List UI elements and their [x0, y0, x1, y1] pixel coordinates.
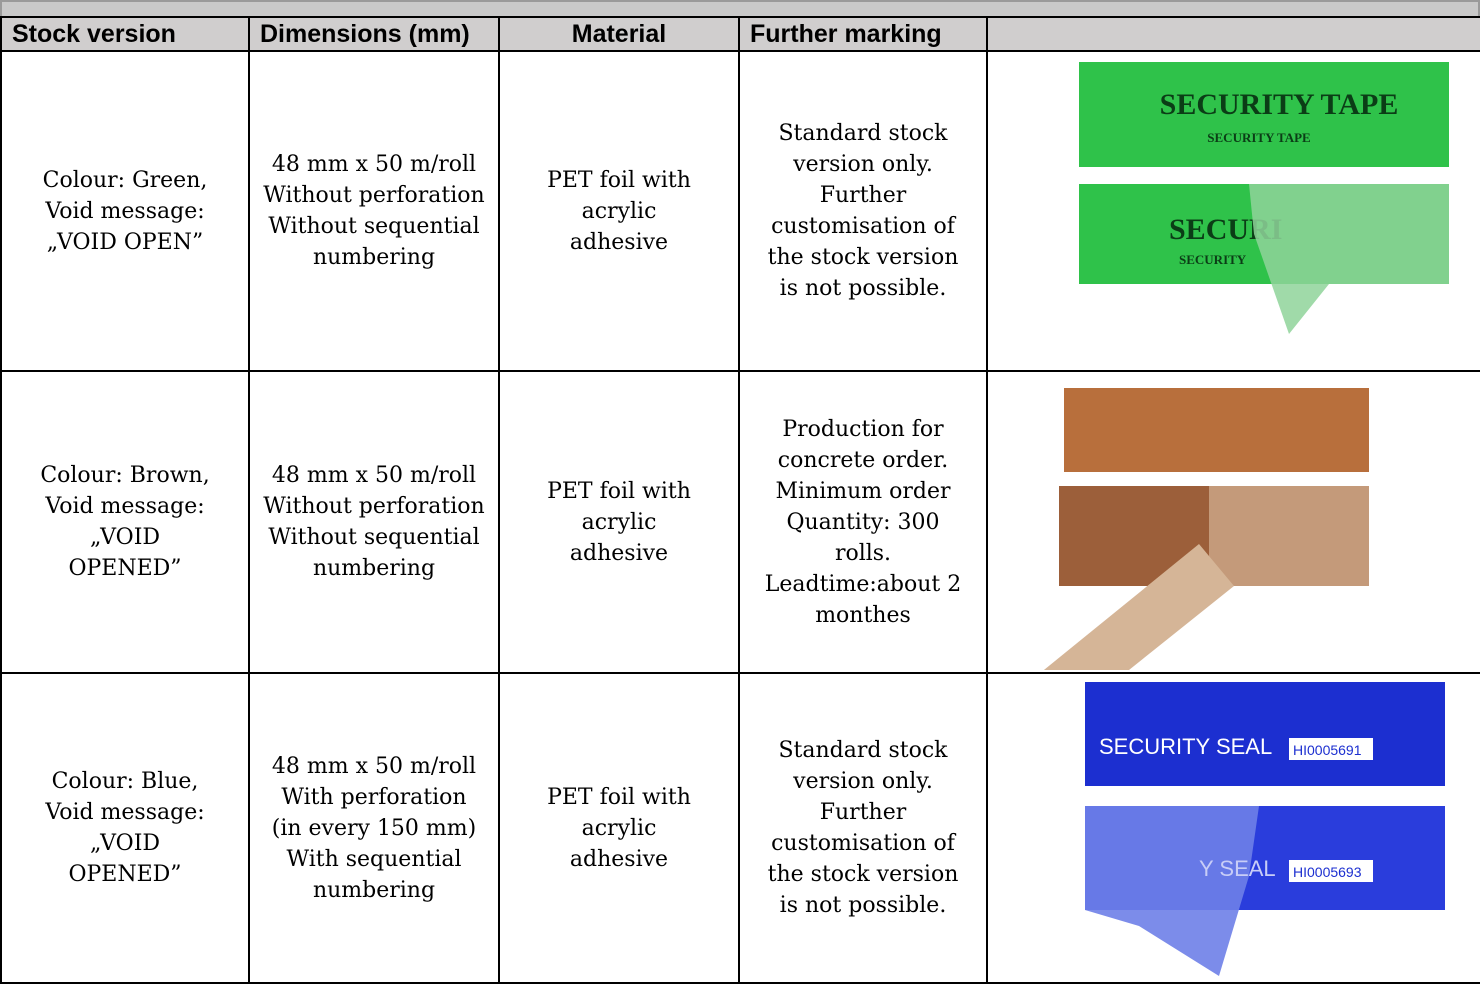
table-cell: Colour: Brown, Void message: „VOID OPENED”	[0, 370, 250, 674]
cell-line: the stock version	[767, 245, 959, 270]
cell-line: Without sequential	[268, 214, 480, 239]
cell-line: OPENED”	[68, 862, 182, 887]
column-header: Dimensions (mm)	[248, 16, 500, 52]
peeled-tape	[1085, 806, 1259, 976]
cell-line: version only.	[793, 769, 933, 794]
column-header: Material	[498, 16, 740, 52]
serial-number: HI0005693	[1293, 864, 1362, 880]
header-row: Stock version Dimensions (mm) Material Furt…	[0, 16, 1480, 52]
table-cell: Colour: Green, Void message: „VOID OPEN”	[0, 50, 250, 372]
cell-line: customisation of	[771, 214, 955, 239]
tape-text: Y SEAL	[1199, 856, 1276, 881]
column-header: Further marking	[738, 16, 988, 52]
cell-line: With sequential	[286, 846, 462, 872]
cell-line: numbering	[312, 877, 436, 903]
cell-line: Quantity: 300	[786, 509, 940, 535]
cell-line: Further	[819, 800, 907, 825]
product-table: Stock version Dimensions (mm) Material Furt…	[0, 16, 1480, 984]
cell-line: adhesive	[569, 229, 669, 255]
cell-line: customisation of	[771, 831, 955, 856]
tape-text: SECURITY TAPE	[1160, 88, 1399, 121]
tape-text: SECURITY SEAL	[1099, 734, 1272, 759]
cell-line: adhesive	[569, 540, 669, 566]
cell-line: acrylic	[581, 509, 657, 535]
cell-line: With perforation	[281, 784, 467, 810]
column-header-empty	[986, 16, 1480, 52]
table-cell: 48 mm x 50 m/roll Without perforation With…	[248, 50, 500, 372]
cell-line: monthes	[815, 602, 911, 628]
cell-line: Colour: Green,	[42, 167, 208, 193]
number-box	[1289, 738, 1373, 760]
cell-line: PET foil with	[547, 167, 691, 193]
cell-line: 48 mm x 50 m/roll	[271, 753, 477, 779]
cell-line: numbering	[312, 556, 436, 581]
table-cell: PET foil with acrylic adhesive	[498, 50, 740, 372]
peeled-tape	[1043, 544, 1234, 670]
cell-line: Standard stock	[778, 121, 948, 146]
cell-line: Production for	[782, 416, 944, 442]
tape	[1079, 62, 1449, 167]
table-cell: Standard stock version only. Further custom…	[738, 672, 988, 984]
cell-line: Void message:	[45, 198, 205, 224]
cell-line: Further	[819, 183, 907, 208]
tape-text: SECURITY	[1179, 252, 1247, 267]
table-row: Colour: Blue, Void message: „VOID OPENED” 48…	[0, 672, 1480, 984]
cell-line: adhesive	[569, 846, 669, 872]
table-cell: Standard stock version only. Further custom…	[738, 50, 988, 372]
cell-line: acrylic	[581, 815, 657, 841]
cell-line: Void message:	[45, 800, 205, 825]
cell-line: concrete order.	[777, 447, 949, 473]
cell-line: acrylic	[581, 198, 657, 224]
product-image-cell: SECURITY SEAL HI0005691 Y SEAL HI0005693	[986, 672, 1480, 984]
cell-line: numbering	[312, 245, 436, 270]
cell-line: is not possible.	[779, 893, 947, 918]
table-cell: PET foil with acrylic adhesive	[498, 672, 740, 984]
cell-line: PET foil with	[547, 478, 691, 504]
serial-number: HI0005691	[1293, 742, 1362, 758]
cell-line: Colour: Brown,	[40, 463, 210, 488]
cell-line: 48 mm x 50 m/roll	[271, 152, 477, 177]
cell-line: Standard stock	[778, 738, 948, 763]
tape	[1064, 388, 1369, 472]
top-bar	[0, 0, 1480, 16]
product-image	[1043, 388, 1369, 670]
number-box	[1289, 860, 1373, 882]
table-cell: Colour: Blue, Void message: „VOID OPENED”	[0, 672, 250, 984]
table-cell: Production for concrete order. Minimum ord…	[738, 370, 988, 674]
product-image-cell: SECURITY TAPE SECURITY TAPE SECURI SECURITY	[986, 50, 1480, 372]
cell-line: Without perforation	[263, 494, 485, 519]
table-row: Colour: Brown, Void message: „VOID OPENED” 4…	[0, 370, 1480, 674]
cell-line: 48 mm x 50 m/roll	[271, 463, 477, 488]
cell-line: version only.	[793, 152, 933, 177]
cell-line: „VOID	[89, 831, 161, 856]
cell-line: rolls.	[834, 540, 892, 566]
tape-text: SECURITY TAPE	[1207, 130, 1310, 145]
table-cell: PET foil with acrylic adhesive	[498, 370, 740, 674]
tape	[1085, 682, 1445, 786]
peeled-tape	[1249, 184, 1449, 334]
table-cell: 48 mm x 50 m/roll Without perforation With…	[248, 370, 500, 674]
cell-line: Colour: Blue,	[51, 769, 199, 794]
table-cell: 48 mm x 50 m/roll With perforation (in eve…	[248, 672, 500, 984]
cell-line: is not possible.	[779, 276, 947, 301]
cell-line: Without sequential	[268, 525, 480, 550]
product-image: SECURITY SEAL HI0005691 Y SEAL HI0005693	[1085, 682, 1445, 976]
cell-line: PET foil with	[547, 784, 691, 810]
cell-line: „VOID	[89, 525, 161, 550]
cell-line: Without perforation	[263, 183, 485, 208]
column-header: Stock version	[0, 16, 250, 52]
cell-line: „VOID OPEN”	[46, 229, 204, 255]
cell-line: OPENED”	[68, 556, 182, 581]
cell-line: (in every 150 mm)	[271, 815, 477, 841]
cell-line: Leadtime:about 2	[764, 571, 962, 597]
product-image-cell	[986, 370, 1480, 674]
cell-line: Minimum order	[775, 478, 951, 504]
cell-line: Void message:	[45, 494, 205, 519]
table-row: Colour: Green, Void message: „VOID OPEN” 48…	[0, 50, 1480, 372]
cell-line: the stock version	[767, 862, 959, 887]
